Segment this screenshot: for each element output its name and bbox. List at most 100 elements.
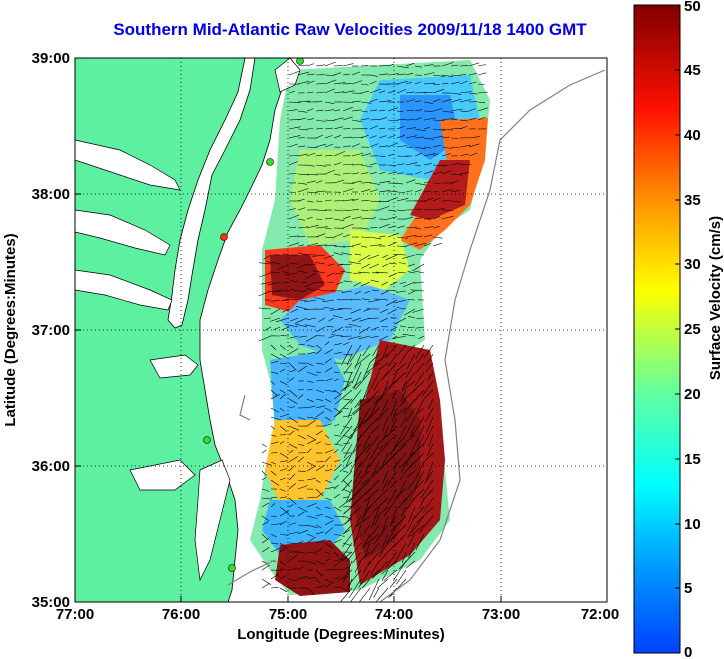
velocity-arrow: [324, 79, 337, 85]
velocity-arrow: [405, 560, 416, 569]
velocity-arrow: [284, 323, 299, 328]
velocity-arrow: [400, 416, 407, 427]
velocity-arrow: [297, 506, 308, 513]
velocity-arrow: [288, 135, 301, 139]
velocity-arrow: [270, 425, 275, 430]
velocity-arrow: [382, 254, 389, 258]
velocity-arrow: [350, 308, 362, 314]
velocity-arrow: [324, 169, 336, 175]
velocity-arrow: [403, 398, 416, 415]
velocity-arrow: [382, 362, 398, 379]
velocity-arrow: [379, 335, 389, 341]
velocity-arrow: [395, 407, 407, 417]
velocity-arrow: [400, 506, 407, 518]
velocity-arrow: [387, 153, 394, 157]
velocity-arrow: [290, 280, 299, 283]
velocity-arrow: [391, 407, 398, 423]
velocity-arrow: [306, 439, 316, 445]
velocity-arrow: [381, 281, 389, 286]
velocity-arrow: [369, 135, 377, 139]
velocity-arrow: [339, 461, 353, 472]
velocity-arrow: [378, 127, 386, 130]
velocity-arrow: [306, 461, 316, 467]
velocity-arrow: [306, 63, 315, 67]
velocity-arrow: [333, 393, 343, 400]
velocity-arrow: [414, 100, 422, 103]
velocity-arrow: [391, 335, 398, 340]
velocity-arrow: [450, 118, 458, 121]
velocity-arrow: [342, 234, 351, 238]
velocity-arrow: [306, 405, 316, 409]
colorbar-tick-label: 40: [684, 127, 701, 144]
velocity-arrow: [378, 542, 389, 558]
velocity-arrow: [459, 110, 469, 112]
velocity-arrow: [333, 506, 342, 512]
velocity-arrow: [407, 263, 416, 267]
velocity-arrow: [359, 452, 371, 468]
velocity-arrow: [339, 497, 353, 509]
velocity-arrow: [358, 271, 371, 274]
velocity-arrow: [288, 483, 296, 490]
velocity-arrow: [423, 92, 433, 94]
velocity-arrow: [405, 99, 415, 103]
velocity-arrow: [358, 254, 371, 262]
velocity-arrow: [406, 497, 416, 509]
velocity-arrow: [353, 461, 362, 477]
velocity-arrow: [315, 91, 325, 94]
velocity-arrow: [387, 197, 398, 202]
velocity-arrow: [306, 243, 318, 247]
velocity-arrow: [342, 380, 350, 383]
velocity-arrow: [369, 227, 378, 229]
velocity-arrow: [342, 505, 354, 508]
velocity-arrow: [360, 281, 371, 287]
velocity-arrow: [396, 145, 408, 148]
velocity-arrow: [414, 136, 425, 139]
velocity-arrow: [459, 172, 469, 175]
velocity-arrow: [345, 452, 353, 467]
velocity-arrow: [373, 461, 389, 474]
velocity-arrow: [306, 288, 317, 292]
velocity-arrow: [477, 107, 488, 112]
velocity-arrow: [288, 568, 298, 571]
velocity-arrow: [396, 209, 406, 212]
velocity-arrow: [297, 198, 305, 202]
velocity-arrow: [322, 299, 335, 303]
velocity-arrow: [315, 127, 323, 130]
velocity-arrow: [288, 143, 298, 148]
velocity-arrow: [350, 389, 362, 404]
velocity-arrow: [423, 137, 434, 140]
y-tick-label: 38:00: [32, 186, 70, 203]
velocity-arrow: [261, 521, 269, 526]
velocity-arrow: [347, 407, 353, 419]
velocity-arrow: [399, 434, 416, 448]
velocity-arrow: [405, 81, 412, 85]
velocity-arrow: [353, 533, 362, 542]
velocity-arrow: [383, 497, 398, 517]
velocity-arrow: [324, 155, 333, 157]
velocity-arrow: [334, 272, 344, 275]
velocity-arrow: [468, 62, 480, 67]
velocity-arrow: [351, 172, 359, 175]
velocity-arrow: [333, 343, 342, 346]
velocity-arrow: [367, 551, 380, 566]
velocity-arrow: [369, 125, 379, 130]
velocity-arrow: [297, 182, 308, 185]
velocity-arrow: [270, 434, 277, 437]
velocity-arrow: [315, 218, 323, 220]
velocity-arrow: [378, 145, 389, 148]
velocity-arrow: [381, 326, 389, 328]
velocity-arrow: [341, 290, 353, 293]
velocity-arrow: [385, 380, 398, 391]
velocity-arrow: [297, 226, 309, 229]
velocity-arrow: [335, 398, 353, 417]
velocity-arrow: [450, 64, 459, 67]
velocity-arrow: [333, 424, 340, 427]
velocity-arrow: [468, 92, 478, 95]
velocity-arrow: [306, 398, 314, 403]
velocity-arrow: [324, 443, 331, 445]
velocity-arrow: [354, 290, 362, 295]
velocity-arrow: [304, 324, 317, 328]
velocity-arrow: [281, 326, 290, 331]
velocity-arrow: [315, 405, 326, 409]
x-tick-label: 74:00: [375, 606, 413, 623]
